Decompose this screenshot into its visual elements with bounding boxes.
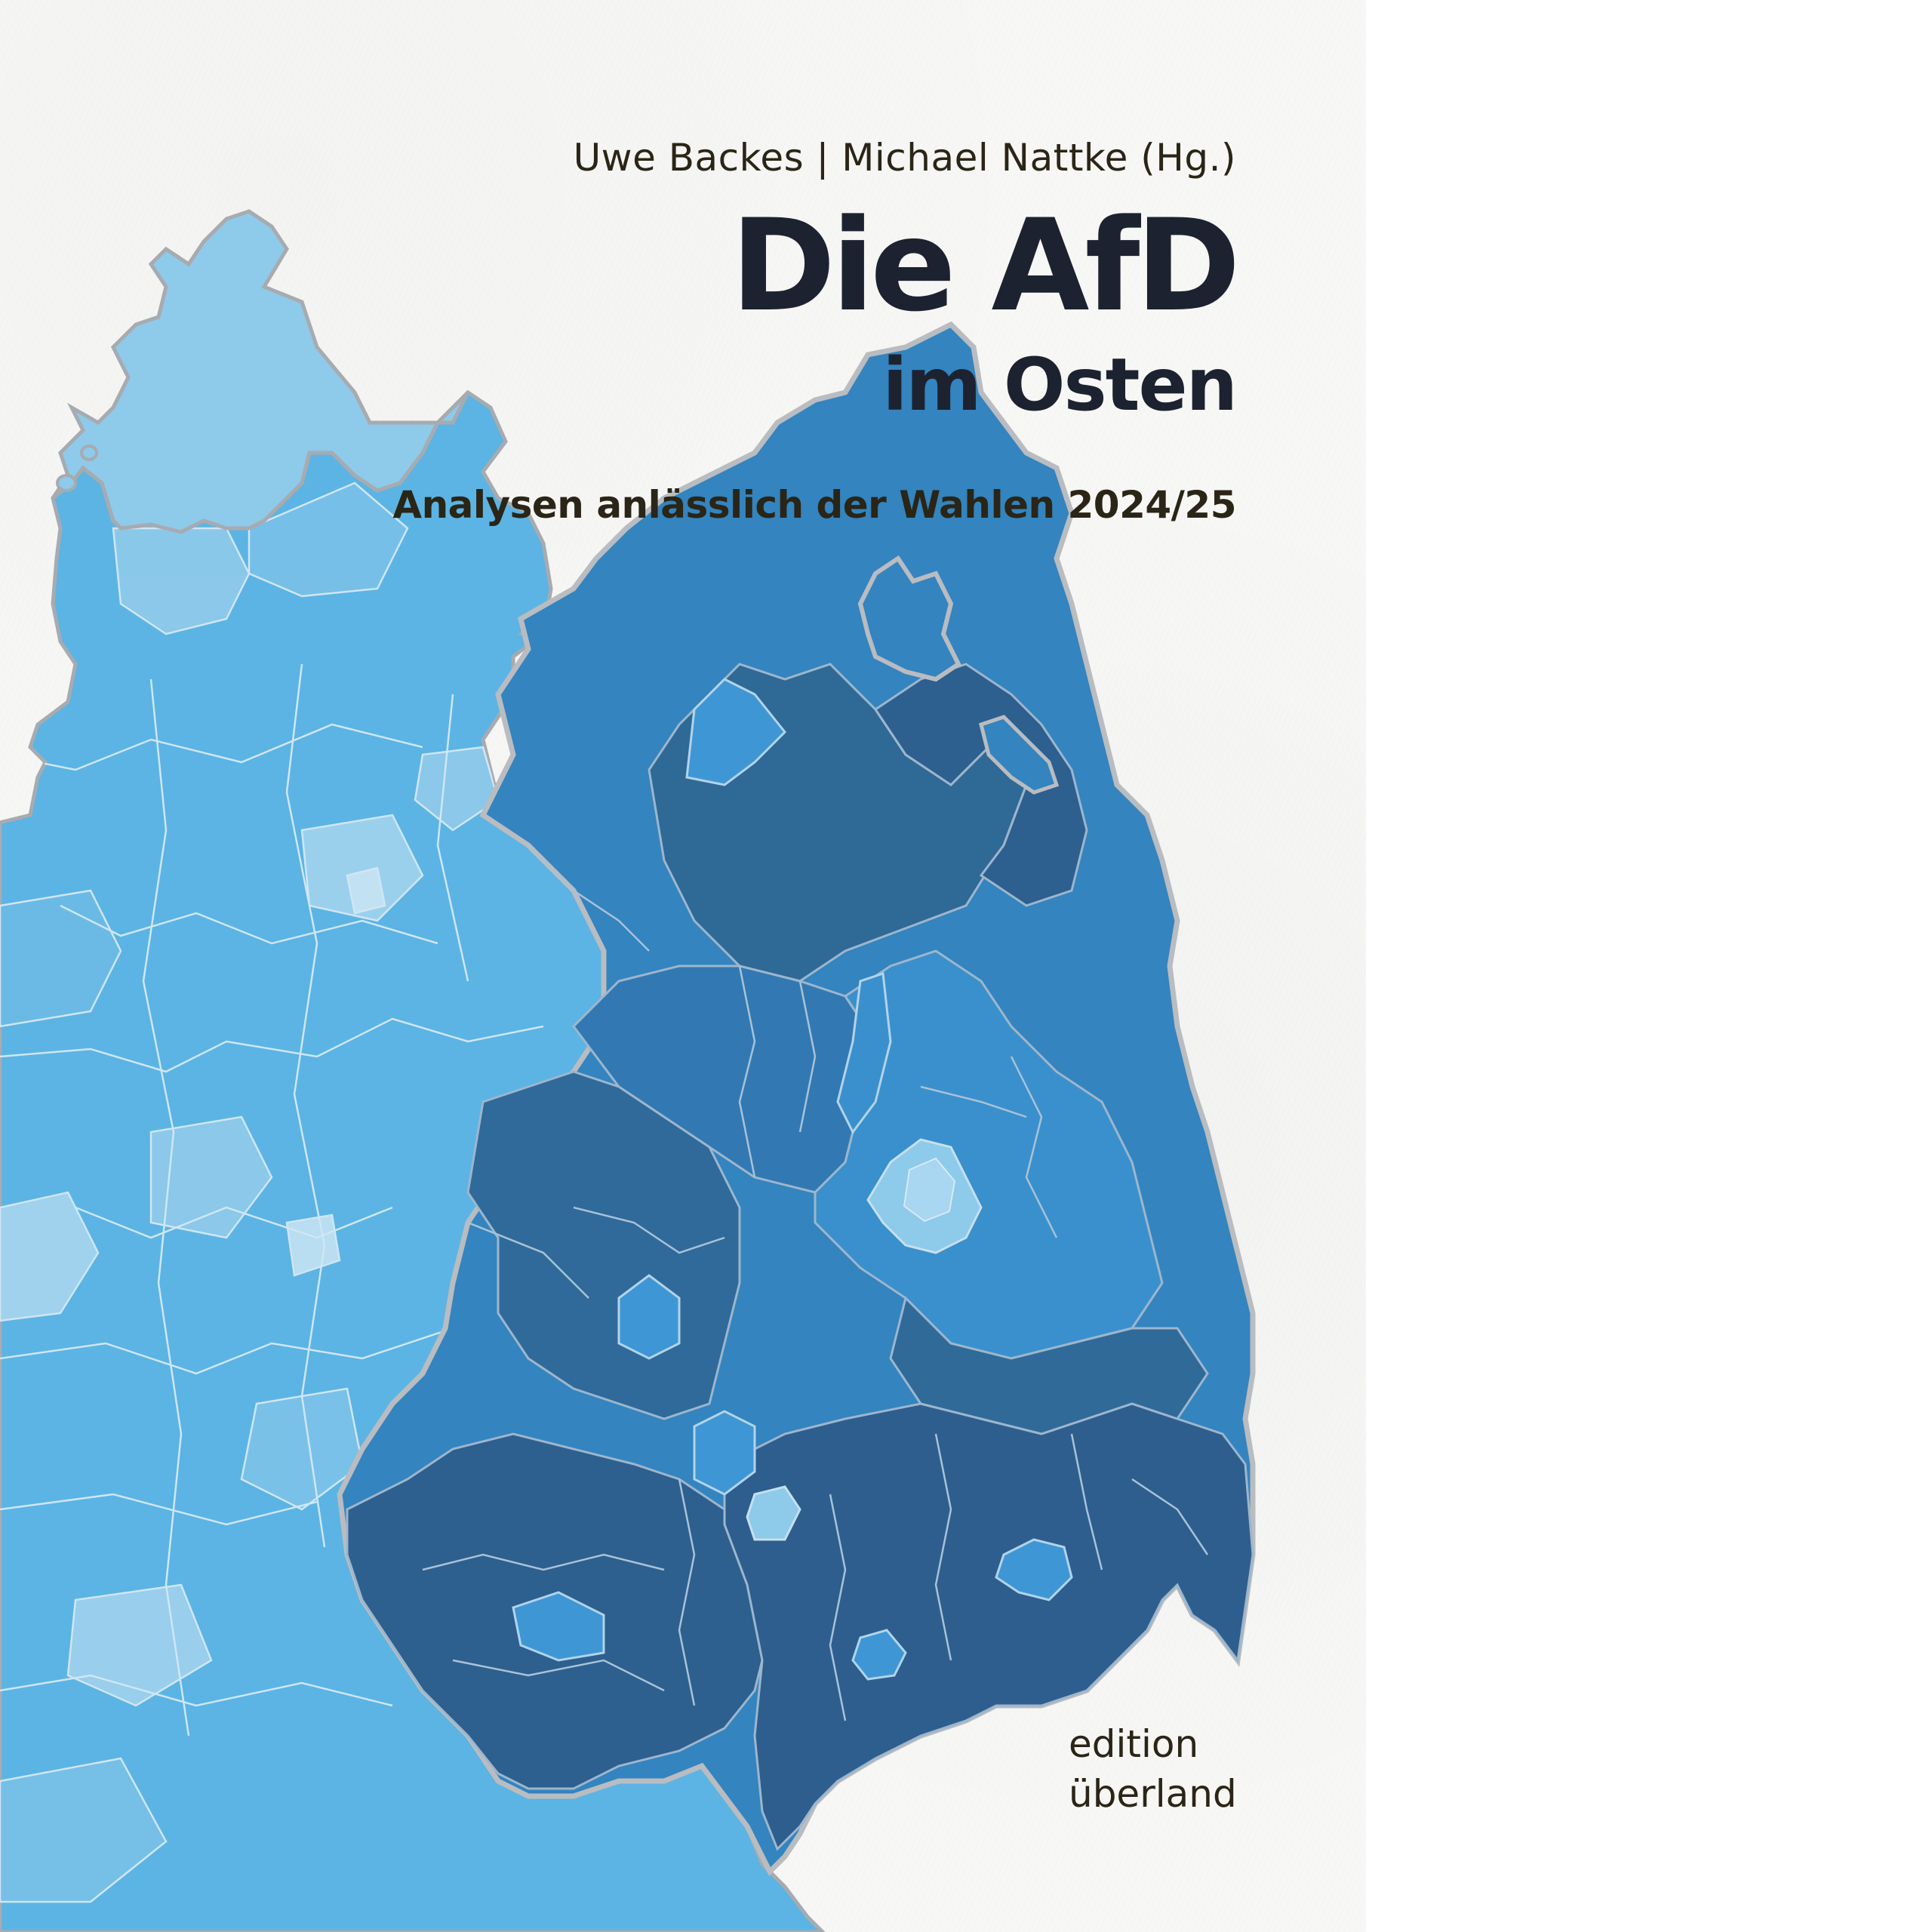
west-district-patch [0, 1757, 168, 1903]
ruegen-island [857, 555, 961, 682]
west-district-patch [0, 889, 122, 1028]
west-germany-region [0, 209, 826, 1932]
title-main: Die AfD [730, 192, 1241, 340]
east-germany-region [337, 321, 1256, 1876]
publisher-logo: edition überland [1069, 1719, 1237, 1819]
west-district-patch [248, 481, 409, 598]
erfurt-area [512, 1591, 605, 1662]
potsdam-strip [836, 971, 892, 1134]
berlin-core [903, 1157, 956, 1223]
west-district-patch [149, 1115, 273, 1239]
west-district-lines [0, 663, 544, 1737]
west-district-patch [0, 1191, 100, 1322]
book-subtitle: Analysen anlässlich der Wahlen 2024/25 [392, 483, 1236, 527]
west-district-patch [346, 866, 386, 915]
book-title: Die AfD im Osten [730, 192, 1241, 427]
halle-area [746, 1485, 801, 1541]
schleswig-holstein-tip [51, 209, 470, 534]
west-district-patch [240, 1387, 364, 1511]
magdeburg-area [617, 1274, 681, 1360]
west-district-patch [285, 1214, 341, 1277]
west-district-patch [66, 1583, 213, 1707]
leipzig-area [693, 1410, 756, 1496]
chemnitz-area [851, 1629, 907, 1681]
west-district-patch [414, 746, 500, 832]
title-sub: im Osten [882, 343, 1238, 427]
rostock-area [685, 678, 787, 786]
book-cover: Uwe Backes | Michael Nattke (Hg.) Die Af… [0, 0, 1366, 1932]
editors-line: Uwe Backes | Michael Nattke (Hg.) [573, 136, 1236, 180]
usedom-island [979, 715, 1060, 795]
west-district-patch [300, 814, 424, 922]
east-district-lusatia [889, 1296, 1209, 1435]
dresden-area [995, 1538, 1073, 1601]
publisher-line-1: edition [1069, 1722, 1199, 1766]
east-district-dark-northeast [873, 663, 1088, 907]
germany-district-map [0, 209, 1256, 1932]
publisher-line-2: überland [1069, 1772, 1237, 1816]
east-district-lines [422, 844, 1209, 1721]
